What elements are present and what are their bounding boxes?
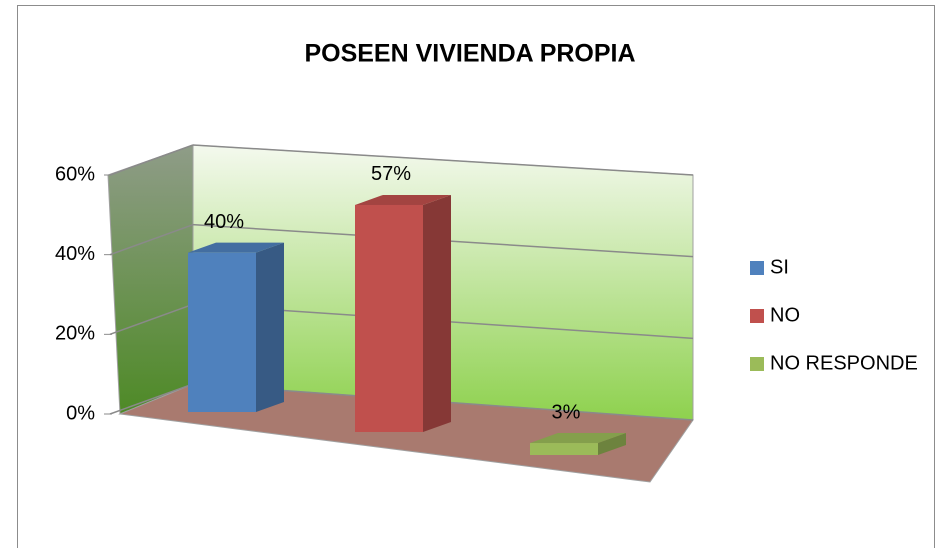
- y-tick-label: 40%: [55, 243, 95, 265]
- legend-swatch: [750, 309, 764, 323]
- chart-title: POSEEN VIVIENDA PROPIA: [304, 40, 635, 68]
- grid-line: [109, 303, 194, 336]
- y-tick-label: 60%: [55, 163, 95, 185]
- bar-side: [423, 194, 451, 432]
- side-wall: [107, 144, 194, 415]
- y-tick-label: 20%: [55, 323, 95, 345]
- data-label: 40%: [204, 211, 244, 233]
- bar: [355, 204, 423, 432]
- data-label: 3%: [552, 401, 581, 423]
- bar-top: [188, 242, 284, 253]
- legend-label: NO: [770, 304, 800, 326]
- legend-label: NO RESPONDE: [770, 352, 918, 374]
- bar-top: [530, 433, 626, 444]
- y-tick-label: 0%: [66, 402, 95, 424]
- grid-line: [109, 144, 194, 176]
- bar: [530, 443, 598, 455]
- legend-swatch: [750, 357, 764, 371]
- bar: [188, 252, 256, 412]
- bar-top: [355, 194, 451, 205]
- grid-line: [192, 144, 694, 176]
- bar-side: [256, 242, 284, 412]
- grid-line: [109, 383, 194, 415]
- legend-swatch: [750, 261, 764, 275]
- bar-side: [598, 433, 626, 455]
- grid-line: [109, 223, 194, 256]
- legend-label: SI: [770, 256, 789, 278]
- data-label: 57%: [371, 163, 411, 185]
